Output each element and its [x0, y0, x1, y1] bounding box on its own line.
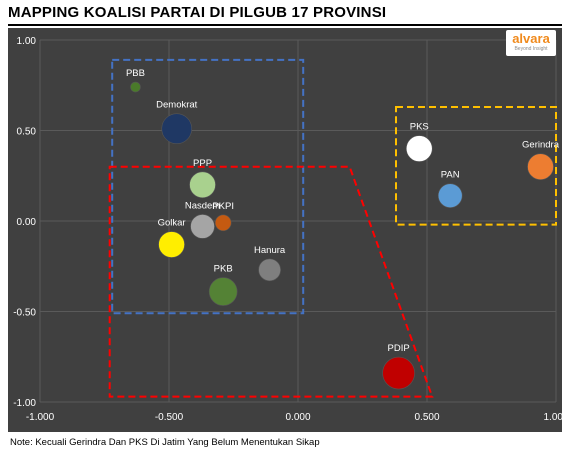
y-tick-label: -0.50	[13, 308, 36, 319]
point-gerindra	[527, 153, 554, 180]
y-tick-label: 1.00	[17, 36, 37, 47]
alvara-logo: alvara Beyond Insight	[506, 30, 556, 56]
point-label-pks: PKS	[410, 122, 429, 133]
point-pdip	[382, 356, 415, 390]
point-label-demokrat: Demokrat	[156, 100, 198, 111]
point-pkb	[208, 277, 238, 306]
x-tick-label: 0.500	[414, 412, 439, 423]
point-label-hanura: Hanura	[254, 245, 286, 256]
red-group-outline	[108, 165, 434, 398]
point-label-pdip: PDIP	[388, 343, 410, 354]
blue-group-outline	[111, 58, 305, 315]
point-label-pbb: PBB	[126, 68, 145, 79]
point-demokrat	[161, 113, 193, 144]
x-tick-label: -1.000	[26, 412, 55, 423]
point-pkpi	[214, 214, 232, 232]
x-tick-label: 0.000	[285, 412, 310, 423]
scatter-chart: -1.000 -0.500 0.000 0.500 1.000 1.00 0.50 0.00 -…	[8, 28, 569, 432]
y-tick-label: 0.50	[17, 127, 37, 138]
logo-wordmark: alvara	[512, 31, 550, 46]
point-golkar	[158, 231, 185, 258]
plot-background	[8, 28, 562, 432]
orange-group-outline	[395, 106, 557, 226]
y-tick-label: -1.00	[13, 398, 36, 409]
logo-tagline: Beyond Insight	[514, 46, 548, 52]
point-label-pkb: PKB	[214, 264, 233, 275]
point-pan	[437, 183, 463, 208]
point-label-nasdem: Nasdem	[185, 200, 220, 211]
point-pks	[405, 135, 433, 162]
point-nasdem	[190, 214, 215, 239]
point-label-ppp: PPP	[193, 158, 212, 169]
point-hanura	[258, 258, 281, 282]
point-label-golkar: Golkar	[158, 218, 186, 229]
y-tick-label: 0.00	[17, 217, 37, 228]
title-underline	[8, 24, 562, 26]
point-label-pkpi: PKPI	[212, 201, 234, 212]
chart-area: -1.000 -0.500 0.000 0.500 1.000 1.00 0.50 0.00 -…	[8, 28, 569, 432]
footnote: Note: Kecuali Gerindra Dan PKS Di Jatim …	[10, 437, 320, 448]
point-ppp	[189, 171, 216, 199]
chart-title: MAPPING KOALISI PARTAI DI PILGUB 17 PROV…	[8, 4, 387, 21]
x-tick-label: -0.500	[155, 412, 184, 423]
x-tick-label: 1.000	[543, 412, 562, 423]
point-label-gerindra: Gerindra	[522, 140, 560, 151]
point-label-pan: PAN	[441, 170, 460, 181]
point-pbb	[130, 81, 141, 93]
